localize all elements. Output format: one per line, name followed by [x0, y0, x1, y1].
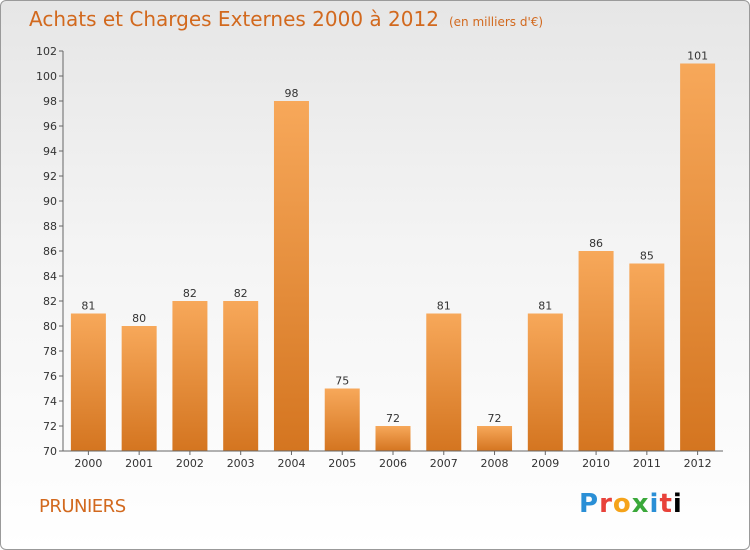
bar-value-label: 82	[183, 287, 197, 300]
proxiti-logo: Proxiti	[579, 489, 683, 519]
bar	[375, 426, 411, 451]
logo-letter: i	[649, 489, 660, 519]
bar-value-label: 72	[386, 412, 400, 425]
bar	[324, 388, 360, 451]
y-tick-label: 76	[43, 370, 57, 383]
bar-value-label: 75	[335, 375, 349, 388]
bar	[172, 301, 208, 451]
x-tick-label: 2001	[125, 457, 153, 470]
x-tick-label: 2011	[633, 457, 661, 470]
logo-letter: r	[599, 489, 613, 519]
bar	[578, 251, 614, 451]
chart-title: Achats et Charges Externes 2000 à 2012 (e…	[29, 7, 543, 31]
y-tick-label: 82	[43, 295, 57, 308]
x-tick-label: 2006	[379, 457, 407, 470]
x-tick-label: 2009	[531, 457, 559, 470]
y-tick-label: 72	[43, 420, 57, 433]
logo-letter: t	[659, 489, 673, 519]
y-tick-label: 94	[43, 145, 57, 158]
bar	[70, 313, 106, 451]
bars-group: 81 80 82 82 98 75 72 81 72 81 86 85 101	[70, 50, 716, 451]
x-tick-label: 2005	[328, 457, 356, 470]
logo-letter: P	[579, 489, 600, 519]
y-tick-label: 78	[43, 345, 57, 358]
x-tick-label: 2002	[176, 457, 204, 470]
bar-value-label: 80	[132, 312, 146, 325]
chart-unit: (en milliers d'€)	[448, 15, 544, 29]
bar	[527, 313, 563, 451]
x-tick-label: 2003	[227, 457, 255, 470]
y-tick-label: 96	[43, 120, 57, 133]
bar	[273, 101, 309, 451]
bar	[426, 313, 462, 451]
x-axis: 2000 2001 2002 2003 2004 2005 2006 2007 2008 2009…	[63, 450, 723, 470]
y-tick-label: 102	[36, 45, 57, 58]
bar	[121, 326, 157, 451]
x-tick-label: 2000	[74, 457, 102, 470]
bar	[223, 301, 259, 451]
bar-value-label: 82	[234, 287, 248, 300]
y-tick-label: 86	[43, 245, 57, 258]
y-tick-label: 90	[43, 195, 57, 208]
y-tick-label: 92	[43, 170, 57, 183]
bar-value-label: 81	[538, 300, 552, 313]
chart-title-text: Achats et Charges Externes 2000 à 2012	[29, 7, 439, 31]
y-tick-label: 100	[36, 70, 57, 83]
logo-letter: o	[612, 489, 632, 519]
y-tick-label: 74	[43, 395, 57, 408]
y-tick-label: 80	[43, 320, 57, 333]
logo-letter: i	[672, 489, 683, 519]
y-tick-label: 98	[43, 95, 57, 108]
commune-name: PRUNIERS	[39, 496, 126, 517]
bar-value-label: 98	[284, 87, 298, 100]
x-tick-label: 2007	[430, 457, 458, 470]
bar-value-label: 72	[488, 412, 502, 425]
bar	[629, 263, 665, 451]
bar-value-label: 85	[640, 250, 654, 263]
x-tick-label: 2004	[277, 457, 305, 470]
bar-value-label: 81	[81, 300, 95, 313]
y-tick-label: 70	[43, 445, 57, 458]
y-tick-label: 88	[43, 220, 57, 233]
x-tick-label: 2012	[684, 457, 712, 470]
bar-value-label: 101	[687, 50, 708, 63]
y-tick-label: 84	[43, 270, 57, 283]
y-axis: 70 72 74 76 78 80 82 84 86 88 90 92 94 96 98 100 102	[36, 45, 64, 458]
bar	[680, 63, 716, 451]
logo-letter: x	[631, 489, 650, 519]
x-tick-label: 2010	[582, 457, 610, 470]
bar-value-label: 86	[589, 237, 603, 250]
bar-value-label: 81	[437, 300, 451, 313]
bar	[477, 426, 513, 451]
x-tick-label: 2008	[481, 457, 509, 470]
